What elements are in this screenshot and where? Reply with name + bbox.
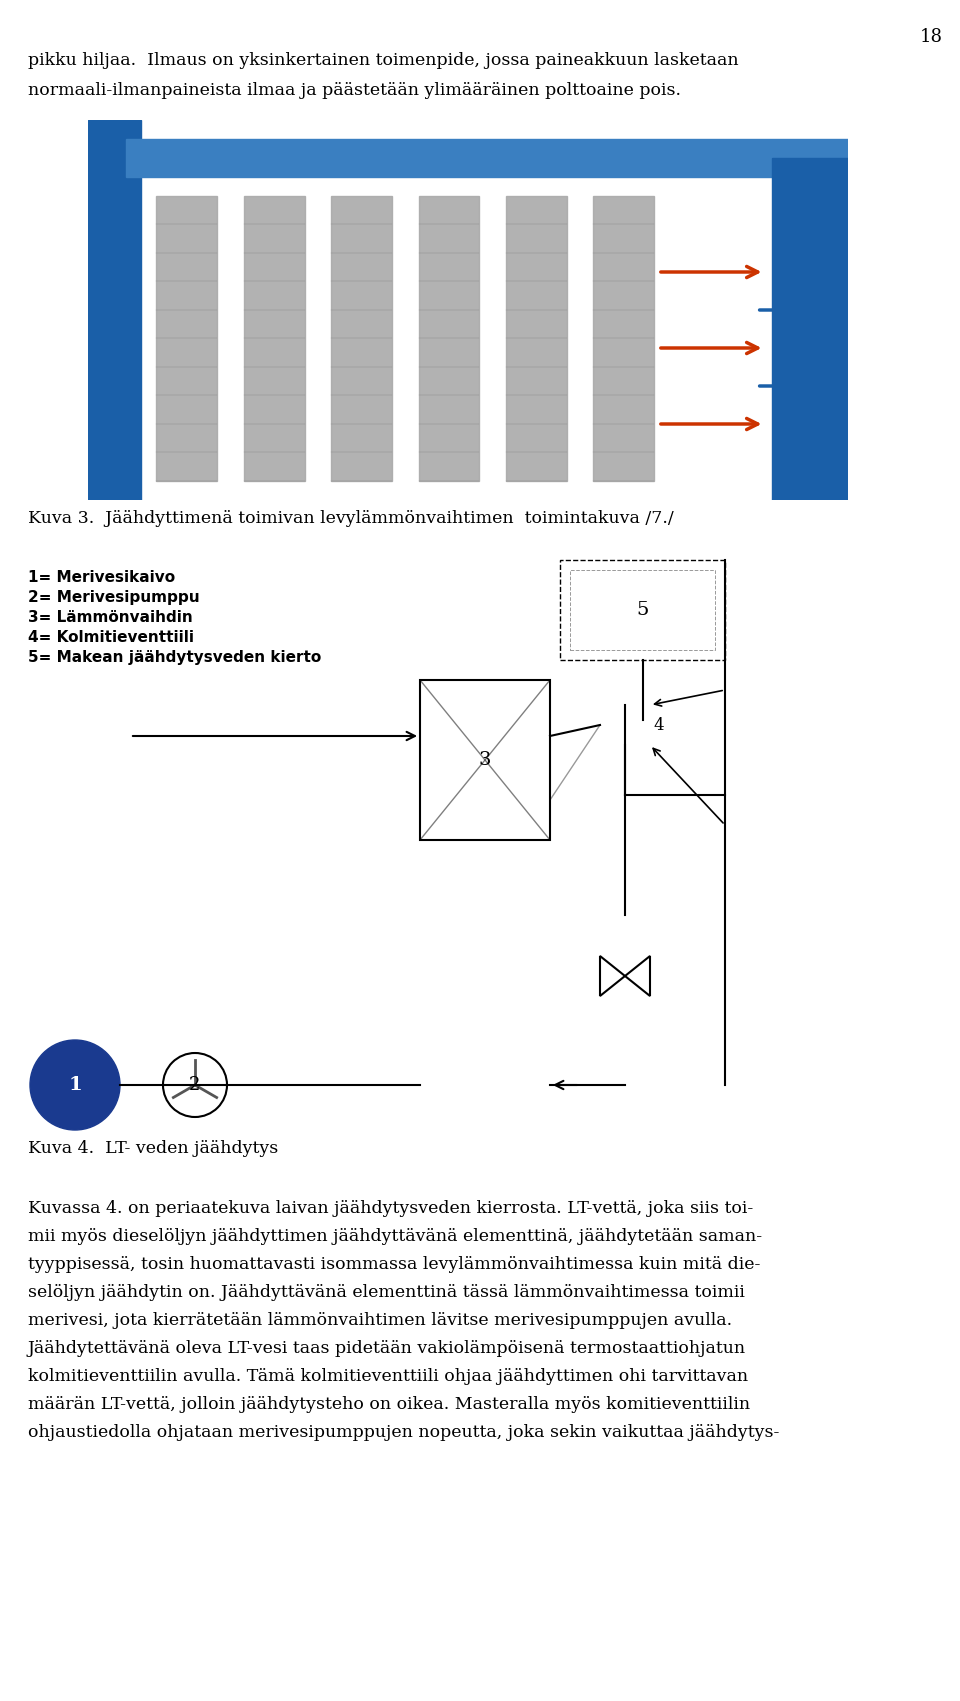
Text: mii myös dieselöljyn jäähdyttimen jäähdyttävänä elementtinä, jäähdytetään saman-: mii myös dieselöljyn jäähdyttimen jäähdy… [28, 1228, 762, 1245]
Bar [156, 196, 217, 481]
Bar [560, 560, 725, 660]
Bar [419, 196, 479, 481]
Bar [506, 196, 566, 481]
Bar [126, 139, 848, 177]
Polygon shape [600, 956, 625, 997]
Text: 4: 4 [653, 716, 663, 733]
Text: 5: 5 [636, 600, 649, 619]
Text: normaali-ilmanpaineista ilmaa ja päästetään ylimääräinen polttoaine pois.: normaali-ilmanpaineista ilmaa ja päästet… [28, 82, 681, 99]
Bar [420, 680, 550, 840]
Text: määrän LT-vettä, jolloin jäähdytysteho on oikea. Masteralla myös komitieventtiil: määrän LT-vettä, jolloin jäähdytysteho o… [28, 1397, 750, 1414]
Circle shape [163, 1053, 227, 1118]
Text: kolmitieventtiilin avulla. Tämä kolmitieventtiili ohjaa jäähdyttimen ohi tarvitt: kolmitieventtiilin avulla. Tämä kolmitie… [28, 1368, 748, 1385]
Text: 5= Makean jäähdytysveden kierto: 5= Makean jäähdytysveden kierto [28, 650, 322, 665]
Bar [88, 121, 141, 500]
Text: 3: 3 [479, 752, 492, 769]
Text: Jäähdytettävänä oleva LT-vesi taas pidetään vakiolämpöisenä termostaattiohjatun: Jäähdytettävänä oleva LT-vesi taas pidet… [28, 1340, 746, 1357]
Text: 3= Lämmönvaihdin: 3= Lämmönvaihdin [28, 611, 193, 624]
Text: selöljyn jäähdytin on. Jäähdyttävänä elementtinä tässä lämmönvaihtimessa toimii: selöljyn jäähdytin on. Jäähdyttävänä ele… [28, 1284, 745, 1301]
Text: tyyppisessä, tosin huomattavasti isommassa levylämmönvaihtimessa kuin mitä die-: tyyppisessä, tosin huomattavasti isommas… [28, 1255, 760, 1272]
Text: pikku hiljaa.  Ilmaus on yksinkertainen toimenpide, jossa paineakkuun lasketaan: pikku hiljaa. Ilmaus on yksinkertainen t… [28, 53, 738, 70]
Polygon shape [625, 956, 650, 997]
Text: ohjaustiedolla ohjataan merivesipumppujen nopeutta, joka sekin vaikuttaa jäähdyt: ohjaustiedolla ohjataan merivesipumppuje… [28, 1424, 780, 1441]
Text: 2: 2 [189, 1077, 201, 1094]
Text: 4= Kolmitieventtiili: 4= Kolmitieventtiili [28, 629, 194, 645]
Bar [244, 196, 304, 481]
Circle shape [30, 1039, 120, 1129]
Text: 18: 18 [920, 27, 943, 46]
Text: merivesi, jota kierrätetään lämmönvaihtimen lävitse merivesipumppujen avulla.: merivesi, jota kierrätetään lämmönvaihti… [28, 1311, 732, 1328]
Bar [570, 570, 715, 650]
Text: Kuva 4.  LT- veden jäähdytys: Kuva 4. LT- veden jäähdytys [28, 1140, 278, 1157]
Bar [593, 196, 654, 481]
Text: Kuva 3.  Jäähdyttimenä toimivan levylämmönvaihtimen  toimintakuva /7./: Kuva 3. Jäähdyttimenä toimivan levylämmö… [28, 510, 674, 527]
Text: Kuvassa 4. on periaatekuva laivan jäähdytysveden kierrosta. LT-vettä, joka siis : Kuvassa 4. on periaatekuva laivan jäähdy… [28, 1199, 754, 1216]
Text: 1: 1 [68, 1077, 82, 1094]
Bar [331, 196, 392, 481]
Text: 2= Merivesipumppu: 2= Merivesipumppu [28, 590, 200, 606]
Text: 1= Merivesikaivo: 1= Merivesikaivo [28, 570, 175, 585]
Bar [772, 158, 848, 500]
